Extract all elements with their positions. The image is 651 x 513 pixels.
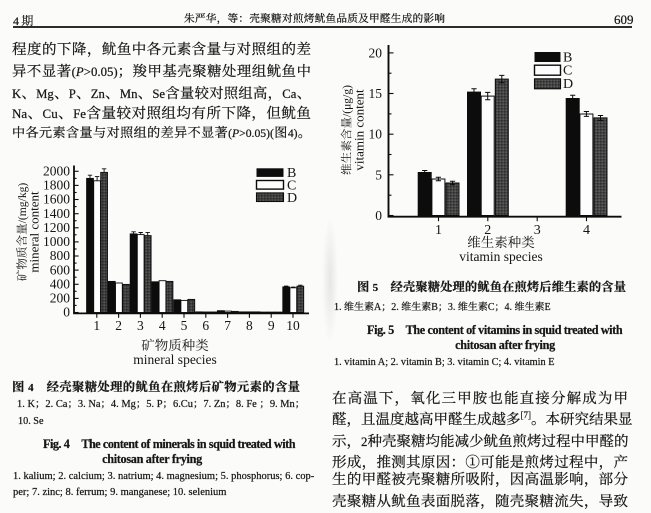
svg-text:8: 8 xyxy=(246,318,253,333)
svg-text:600: 600 xyxy=(50,262,71,277)
svg-text:7: 7 xyxy=(224,318,231,333)
svg-text:3: 3 xyxy=(534,223,541,238)
svg-text:D: D xyxy=(563,77,573,92)
svg-text:1000: 1000 xyxy=(43,234,70,249)
svg-text:2: 2 xyxy=(115,318,122,333)
svg-text:C: C xyxy=(287,179,296,194)
svg-text:1800: 1800 xyxy=(43,178,70,193)
svg-text:1200: 1200 xyxy=(43,220,70,235)
svg-text:15: 15 xyxy=(369,86,383,101)
svg-text:5: 5 xyxy=(375,167,382,182)
svg-text:800: 800 xyxy=(50,248,71,263)
svg-text:5: 5 xyxy=(181,318,188,333)
svg-text:6: 6 xyxy=(202,318,209,333)
svg-text:1: 1 xyxy=(93,318,100,333)
svg-text:C: C xyxy=(563,64,572,79)
svg-text:D: D xyxy=(287,191,297,206)
svg-text:B: B xyxy=(563,51,572,66)
svg-text:矿物质种类: 矿物质种类 xyxy=(141,338,209,353)
svg-text:4: 4 xyxy=(159,318,166,333)
svg-text:mineral content: mineral content xyxy=(27,191,42,273)
svg-text:1: 1 xyxy=(435,223,442,238)
svg-text:2: 2 xyxy=(484,223,491,238)
svg-text:10: 10 xyxy=(369,127,383,142)
svg-text:维生素含量/(μg/g): 维生素含量/(μg/g) xyxy=(341,85,354,175)
svg-text:vitamin species: vitamin species xyxy=(459,249,543,264)
svg-text:10: 10 xyxy=(286,318,300,333)
svg-text:4: 4 xyxy=(583,223,590,238)
svg-text:mineral species: mineral species xyxy=(133,352,217,367)
svg-text:9: 9 xyxy=(268,318,275,333)
svg-text:2000: 2000 xyxy=(43,164,70,179)
svg-text:400: 400 xyxy=(50,277,71,292)
svg-text:1400: 1400 xyxy=(43,206,70,221)
svg-text:200: 200 xyxy=(50,291,71,306)
svg-text:0: 0 xyxy=(63,305,70,320)
svg-text:vitamin content: vitamin content xyxy=(352,89,367,171)
svg-text:0: 0 xyxy=(375,208,382,223)
svg-text:B: B xyxy=(287,166,296,181)
svg-text:矿物质含量/(mg/kg): 矿物质含量/(mg/kg) xyxy=(16,183,29,282)
svg-text:3: 3 xyxy=(137,318,144,333)
svg-text:20: 20 xyxy=(369,45,383,60)
svg-text:1600: 1600 xyxy=(43,192,70,207)
svg-text:维生素种类: 维生素种类 xyxy=(467,235,535,250)
